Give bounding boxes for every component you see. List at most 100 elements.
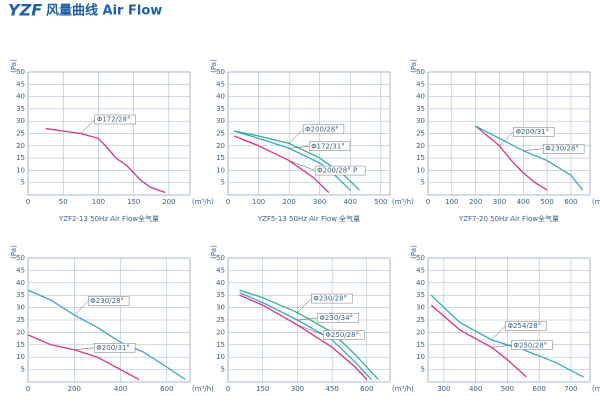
- label-leader: [289, 146, 310, 149]
- legend-label: Φ230/28°: [545, 145, 579, 153]
- label-leader: [297, 317, 318, 321]
- x-axis-label: (m³/h): [192, 385, 214, 393]
- label-box: [317, 313, 359, 323]
- chart-caption: YZF5-13 50Hz Air Flow 全气量: [257, 214, 360, 223]
- label-box: [302, 124, 345, 135]
- y-tick-label: 30: [216, 117, 225, 125]
- x-tick-label: 100: [445, 198, 458, 206]
- line: [430, 294, 584, 378]
- x-tick-label: 400: [517, 198, 530, 206]
- chart-caption: YZF2-13 50Hz Air Flow全气量: [58, 214, 159, 223]
- label-leader: [288, 129, 304, 144]
- x-tick-label: 600: [160, 385, 173, 393]
- line: [233, 135, 330, 194]
- x-tick-label: 200: [162, 198, 175, 206]
- y-tick-label: 15: [16, 341, 25, 349]
- y-tick-label: 35: [216, 291, 225, 299]
- y-tick-label: 40: [16, 93, 25, 101]
- y-tick-label: 25: [216, 130, 225, 138]
- legend-label: Φ200/31°: [96, 344, 130, 352]
- x-tick-label: 400: [344, 198, 357, 206]
- logo: YZF: [8, 1, 42, 20]
- y-tick-label: 25: [216, 316, 225, 324]
- y-axis-label: (Pa): [10, 59, 18, 73]
- y-tick-label: 40: [216, 93, 225, 101]
- line: [430, 304, 527, 378]
- legend-label: Φ172/28°: [97, 116, 131, 124]
- label-leader: [74, 300, 89, 316]
- y-tick-label: 35: [416, 105, 425, 113]
- x-tick-label: 300: [437, 385, 450, 393]
- label-leader: [289, 160, 316, 171]
- legend-label: Φ230/28°: [313, 295, 347, 303]
- label-box: [513, 127, 555, 137]
- y-tick-label: 50: [216, 68, 225, 76]
- y-tick-label: 35: [16, 105, 25, 113]
- x-tick-label: 400: [469, 385, 482, 393]
- x-axis-label: (m³/h): [192, 198, 214, 206]
- y-tick-label: 15: [216, 341, 225, 349]
- x-axis-label: (m³/h): [392, 385, 414, 393]
- y-tick-label: 10: [416, 353, 425, 361]
- y-tick-label: 30: [416, 117, 425, 125]
- y-tick-label: 35: [16, 291, 25, 299]
- y-tick-label: 45: [416, 80, 425, 88]
- x-tick-label: 300: [313, 198, 326, 206]
- y-tick-label: 30: [16, 117, 25, 125]
- legend-label: Φ200/31°: [515, 128, 549, 136]
- y-tick-label: 5: [421, 366, 425, 374]
- legend-label: Φ254/28°: [508, 322, 542, 330]
- label-box: [311, 293, 353, 304]
- label-leader: [74, 347, 95, 351]
- y-tick-label: 25: [416, 130, 425, 138]
- label-box: [94, 114, 136, 125]
- y-tick-label: 10: [416, 166, 425, 174]
- x-tick-label: 0: [226, 385, 230, 393]
- x-tick-label: 150: [256, 385, 269, 393]
- y-tick-label: 20: [16, 328, 25, 336]
- y-tick-label: 15: [416, 341, 425, 349]
- x-tick-label: 0: [26, 385, 30, 393]
- legend-label: Φ230/28°: [90, 297, 124, 305]
- x-tick-label: 600: [532, 385, 545, 393]
- label-box: [323, 330, 365, 340]
- legend-label: Φ230/34°: [319, 314, 353, 322]
- x-tick-label: 300: [291, 385, 304, 393]
- x-tick-label: 600: [564, 198, 577, 206]
- y-axis-label: (Pa): [210, 245, 218, 259]
- y-tick-label: 5: [21, 179, 25, 187]
- label-box: [314, 165, 366, 176]
- line: [239, 289, 379, 380]
- label-leader: [491, 325, 506, 341]
- x-axis-label: (m³/h): [592, 198, 600, 206]
- y-tick-label: 40: [416, 93, 425, 101]
- x-tick-label: 150: [127, 198, 140, 206]
- y-axis-label: (Pa): [10, 245, 18, 259]
- y-tick-label: 40: [16, 279, 25, 287]
- label-leader: [499, 131, 514, 146]
- y-tick-label: 25: [416, 316, 425, 324]
- chart-caption: YZF7-20 50Hz Air Flow全气量: [458, 214, 559, 223]
- y-tick-label: 20: [216, 328, 225, 336]
- x-tick-label: 200: [469, 198, 482, 206]
- line: [239, 294, 368, 380]
- y-axis-label: (Pa): [410, 245, 418, 259]
- y-tick-label: 45: [216, 80, 225, 88]
- y-tick-label: 30: [16, 304, 25, 312]
- x-tick-label: 200: [68, 385, 81, 393]
- y-tick-label: 35: [216, 105, 225, 113]
- y-tick-label: 25: [16, 130, 25, 138]
- y-tick-label: 10: [216, 353, 225, 361]
- y-tick-label: 20: [216, 142, 225, 150]
- label-box: [308, 141, 351, 151]
- label-box: [543, 144, 585, 154]
- label-box: [505, 321, 547, 331]
- x-tick-label: 0: [226, 198, 230, 206]
- line: [475, 125, 548, 191]
- label-box: [511, 340, 553, 350]
- y-tick-label: 15: [416, 154, 425, 162]
- y-tick-label: 50: [416, 68, 425, 76]
- y-tick-label: 10: [216, 166, 225, 174]
- y-tick-label: 20: [416, 328, 425, 336]
